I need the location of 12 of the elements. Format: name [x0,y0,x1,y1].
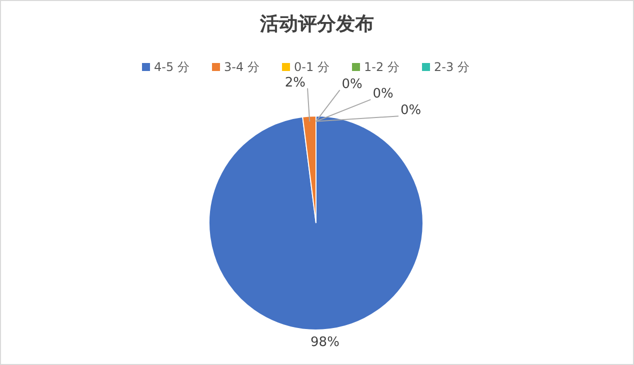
legend-label: 3-4 分 [224,60,260,74]
chart-title: 活动评分发布 [259,13,374,35]
data-label: 2% [284,75,306,90]
text: 0% [400,103,422,118]
legend-label: 4-5 分 [154,60,190,74]
text: 0% [372,86,394,102]
text: 0% [342,77,362,92]
pie-slice [208,116,424,330]
data-label: 98% [310,334,340,350]
legend-label: 2-3 分 [434,60,470,74]
legend-label: 0-1 分 [294,60,330,74]
legend-label: 1-2 分 [364,60,400,74]
